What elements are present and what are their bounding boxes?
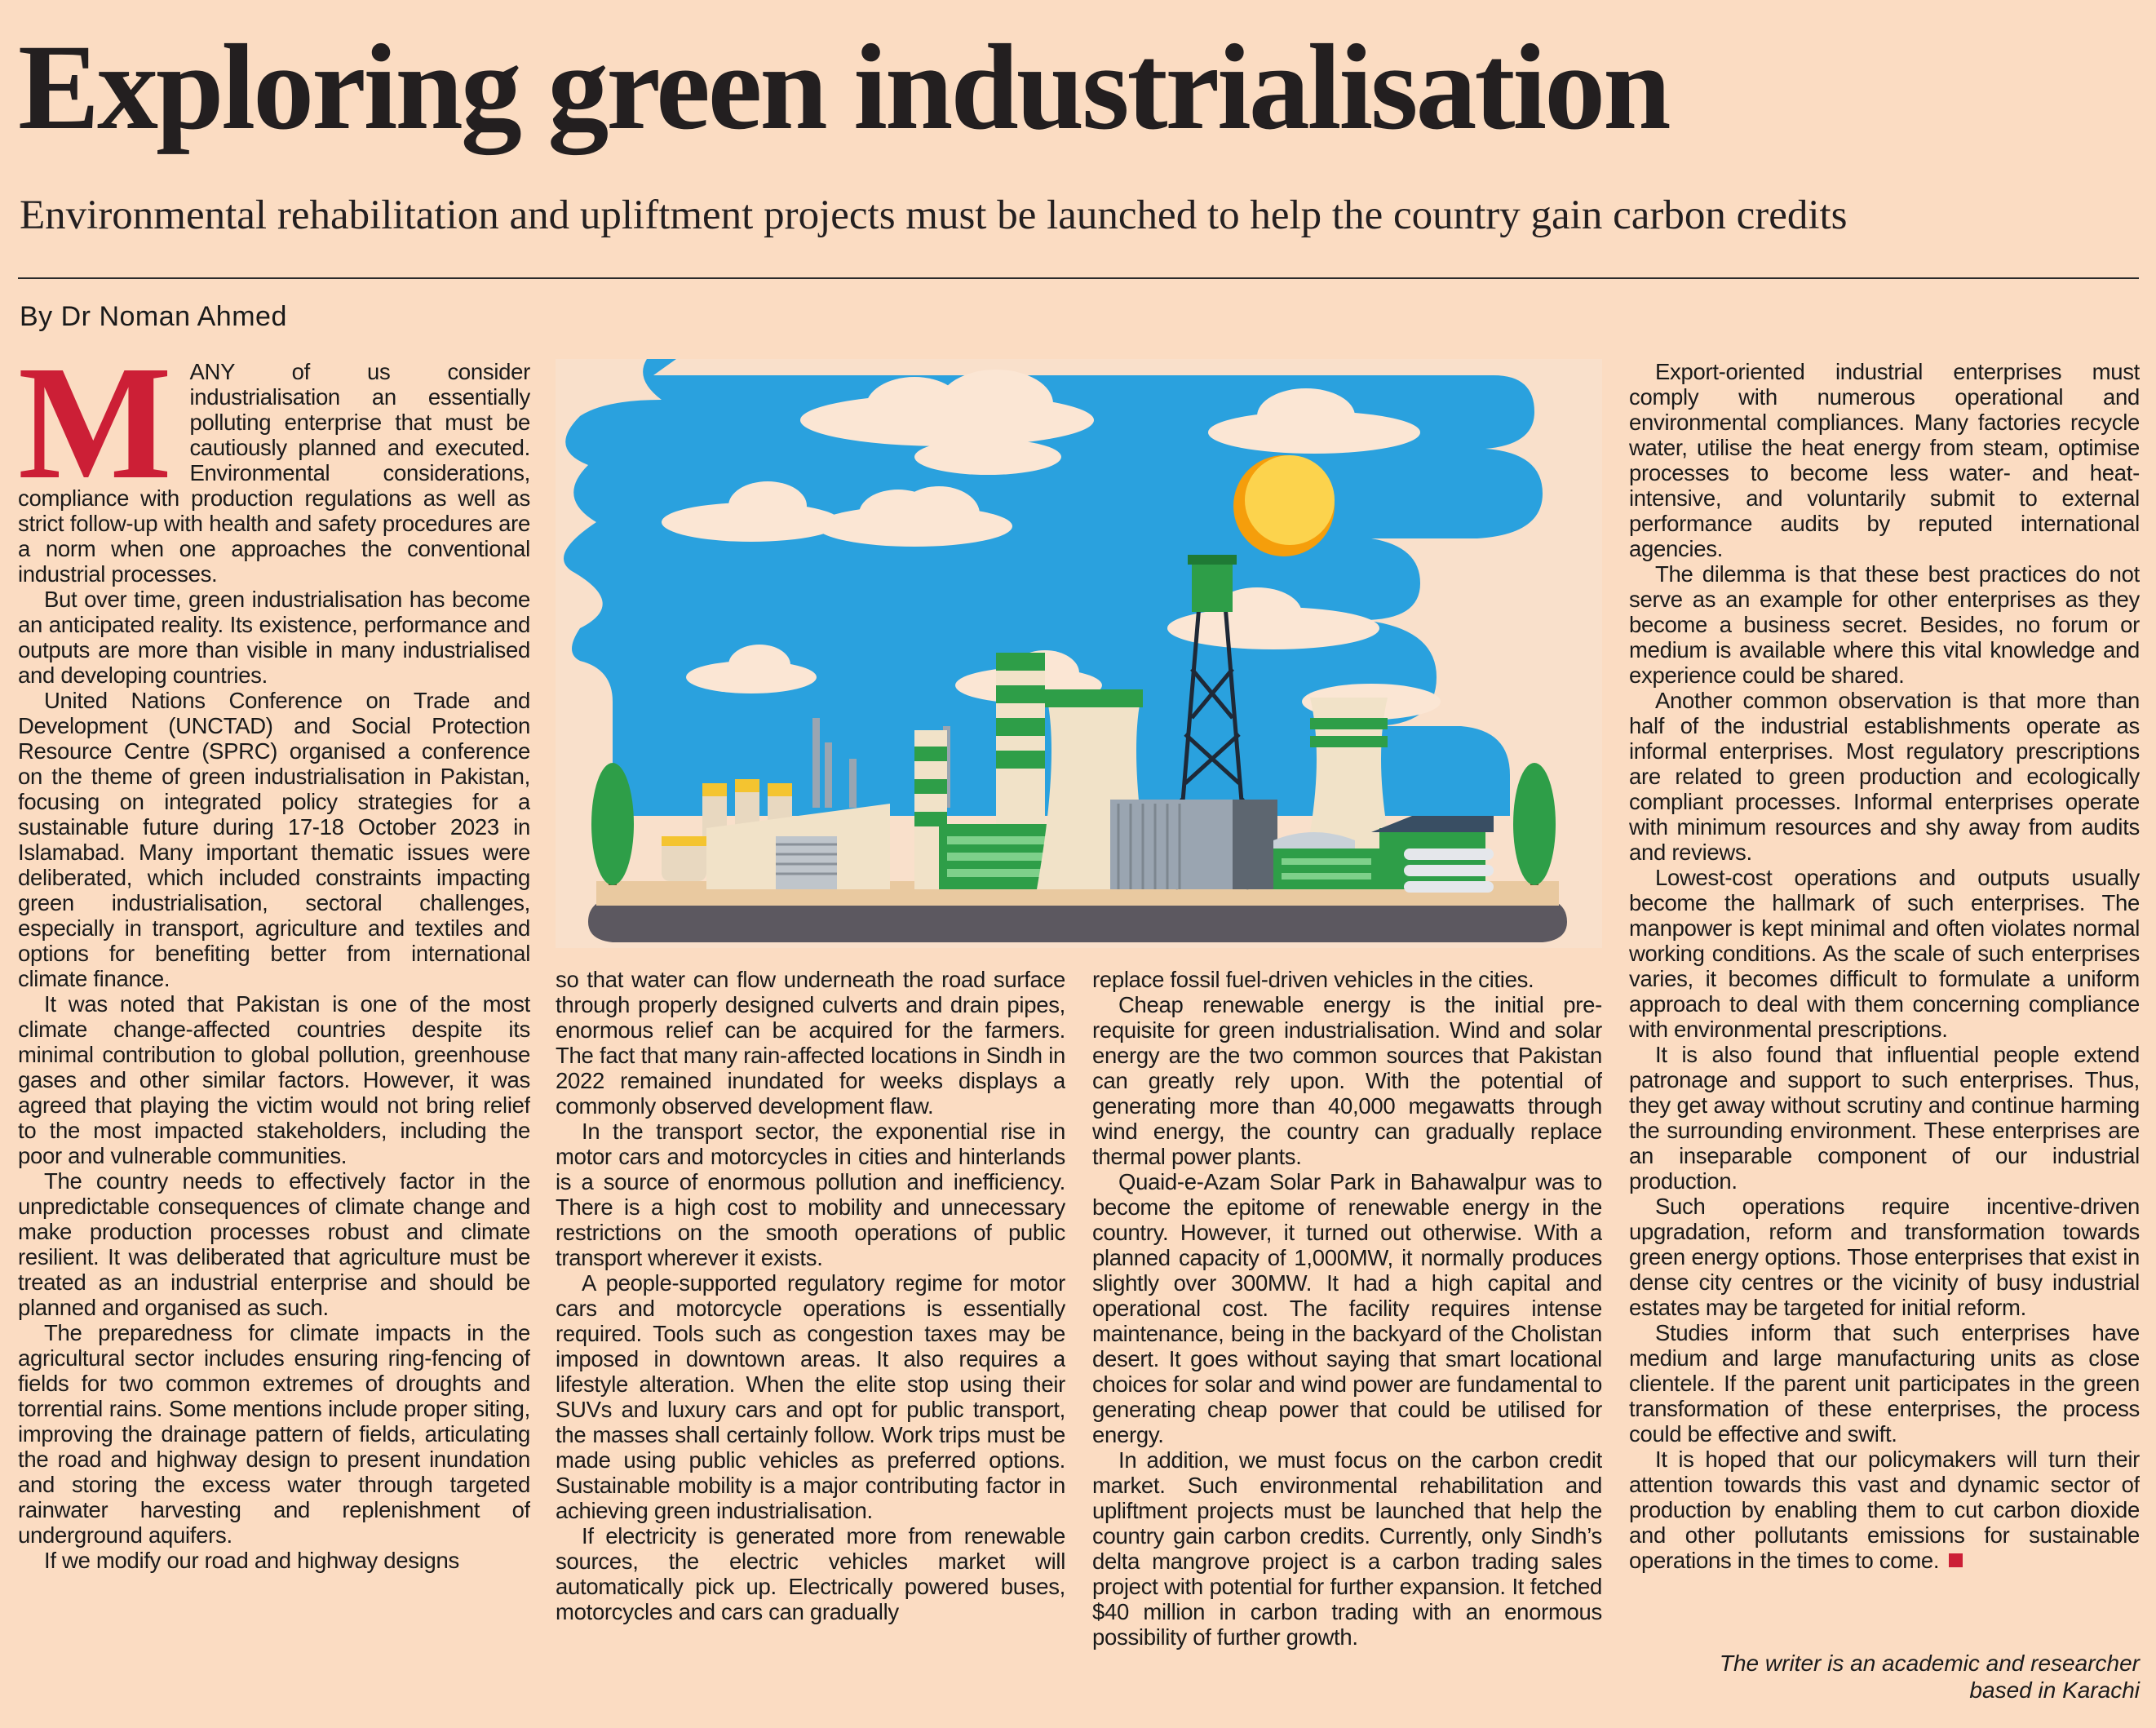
paragraph-text: ANY of us consider industrialisation an … [18, 359, 530, 587]
article-column-1: M ANY of us consider industrialisation an… [18, 359, 530, 1713]
cloud-icon [817, 486, 1012, 547]
paragraph: If we modify our road and highway design… [44, 1548, 459, 1573]
writer-note: The writer is an academic and researcher… [1629, 1650, 2140, 1704]
paragraph: The country needs to effectively factor … [18, 1168, 530, 1320]
cloud-icon [1167, 587, 1379, 649]
factory-illustration-svg [556, 359, 1602, 948]
paragraph: A people-supported regulatory regime for… [556, 1270, 1065, 1523]
article-column-3: replace fossil fuel-driven vehicles in t… [1092, 967, 1602, 1713]
paragraph: Lowest-cost operations and outputs usual… [1629, 865, 2140, 1042]
paragraph: In addition, we must focus on the carbon… [1092, 1447, 1602, 1650]
paragraph: In the transport sector, the exponential… [556, 1119, 1065, 1270]
paragraph-text: It is hoped that our policymakers will t… [1629, 1447, 2140, 1573]
writer-note-line: The writer is an academic and researcher [1719, 1650, 2140, 1676]
tree-icon [591, 763, 634, 885]
writer-note-line: based in Karachi [1969, 1677, 2140, 1703]
cloud-icon [686, 645, 817, 693]
paragraph: Studies inform that such enterprises hav… [1629, 1320, 2140, 1447]
paragraph: Export-oriented industrial enterprises m… [1629, 359, 2140, 561]
paragraph: The preparedness for climate impacts in … [18, 1320, 530, 1548]
paragraph: If electricity is generated more from re… [556, 1523, 1065, 1624]
cloud-icon [800, 370, 1094, 475]
paragraph: Such operations require incentive-driven… [1629, 1194, 2140, 1320]
factory-illustration [556, 359, 1602, 948]
paragraph: replace fossil fuel-driven vehicles in t… [1092, 967, 1534, 992]
paragraph: Cheap renewable energy is the initial pr… [1092, 992, 1602, 1169]
cloud-icon [1208, 388, 1420, 454]
cooling-tower-icon [1302, 698, 1396, 873]
paragraph: United Nations Conference on Trade and D… [18, 688, 530, 991]
paragraph: It was noted that Pakistan is one of the… [18, 991, 530, 1168]
paragraph: M ANY of us consider industrialisation an… [18, 359, 530, 587]
paragraph: It is hoped that our policymakers will t… [1629, 1447, 2140, 1573]
byline: By Dr Noman Ahmed [20, 301, 287, 332]
paragraph: Quaid-e-Azam Solar Park in Bahawalpur wa… [1092, 1169, 1602, 1447]
divider-rule [18, 277, 2139, 279]
subheadline: Environmental rehabilitation and upliftm… [20, 193, 1848, 238]
drop-cap: M [18, 359, 172, 513]
paragraph: It is also found that influential people… [1629, 1042, 2140, 1194]
article-column-4: Export-oriented industrial enterprises m… [1629, 359, 2140, 1640]
paragraph: But over time, green industrialisation h… [18, 587, 530, 688]
paragraph: so that water can flow underneath the ro… [556, 967, 1065, 1119]
paragraph: The dilemma is that these best practices… [1629, 561, 2140, 688]
cloud-icon [662, 481, 841, 542]
tree-icon [1513, 763, 1556, 885]
article-column-2: so that water can flow underneath the ro… [556, 967, 1065, 1713]
end-mark-icon [1949, 1553, 1963, 1567]
headline: Exploring green industrialisation [18, 20, 1671, 155]
paragraph: Another common observation is that more … [1629, 688, 2140, 865]
